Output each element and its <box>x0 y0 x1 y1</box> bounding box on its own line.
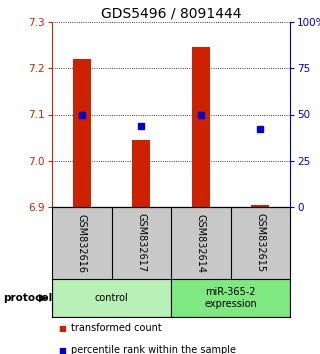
Text: GSM832614: GSM832614 <box>196 213 206 273</box>
Title: GDS5496 / 8091444: GDS5496 / 8091444 <box>101 7 241 21</box>
Text: control: control <box>95 293 128 303</box>
Text: ■: ■ <box>58 346 66 354</box>
Text: miR-365-2
expression: miR-365-2 expression <box>204 287 257 309</box>
Text: ■: ■ <box>58 324 66 332</box>
Bar <box>132 140 150 207</box>
Text: GSM832616: GSM832616 <box>77 213 87 273</box>
Bar <box>73 59 91 207</box>
Text: GSM832617: GSM832617 <box>136 213 146 273</box>
Text: GSM832615: GSM832615 <box>255 213 265 273</box>
Bar <box>251 205 269 207</box>
Text: transformed count: transformed count <box>71 323 162 333</box>
Text: percentile rank within the sample: percentile rank within the sample <box>71 345 236 354</box>
Bar <box>52 279 171 317</box>
Bar <box>192 47 210 207</box>
Bar <box>171 279 290 317</box>
Text: protocol: protocol <box>3 293 52 303</box>
Text: ▶: ▶ <box>39 293 48 303</box>
